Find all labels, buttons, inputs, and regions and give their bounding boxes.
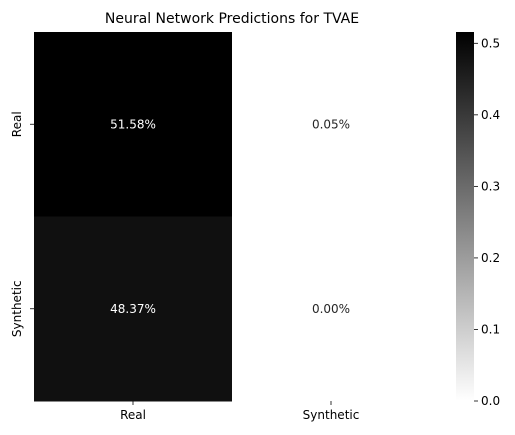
cell-label: 0.05% xyxy=(312,117,350,131)
colorbar-tick-label: 0.2 xyxy=(481,251,500,265)
heatmap-cell xyxy=(232,216,431,402)
colorbar-tick-label: 0.5 xyxy=(481,36,500,50)
heatmap-cells: 51.58% 0.05% 48.37% 0.00% xyxy=(34,32,431,402)
x-tick-label: Synthetic xyxy=(303,408,360,422)
heatmap-cell xyxy=(34,32,233,217)
colorbar-tick-label: 0.4 xyxy=(481,108,500,122)
cell-label: 48.37% xyxy=(110,302,156,316)
x-tick-label: Real xyxy=(120,408,146,422)
colorbar-tick-label: 0.0 xyxy=(481,394,500,408)
cell-label: 51.58% xyxy=(110,117,156,131)
y-tick-label: Synthetic xyxy=(10,280,24,337)
cell-label: 0.00% xyxy=(312,302,350,316)
colorbar-tick-label: 0.3 xyxy=(481,179,500,193)
colorbar-tick-label: 0.1 xyxy=(481,322,500,336)
heatmap-cell xyxy=(232,32,431,217)
heatmap-axes: Real Synthetic Real Synthetic xyxy=(10,111,359,422)
heatmap-cell xyxy=(34,216,233,402)
chart-title: Neural Network Predictions for TVAE xyxy=(105,11,359,27)
y-tick-label: Real xyxy=(10,111,24,137)
colorbar: 0.0 0.1 0.2 0.3 0.4 0.5 xyxy=(456,32,500,408)
colorbar-gradient xyxy=(456,32,474,401)
